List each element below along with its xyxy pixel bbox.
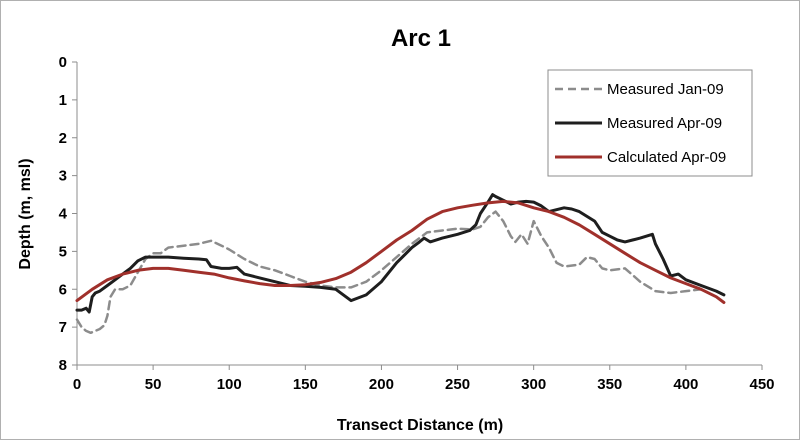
y-tick-label: 4 (59, 206, 68, 223)
x-tick-label: 250 (445, 376, 470, 393)
y-tick-label: 0 (59, 54, 67, 71)
y-tick-label: 2 (59, 130, 67, 147)
x-tick-label: 350 (597, 376, 622, 393)
x-tick-label: 0 (73, 376, 81, 393)
legend-label-calculated-apr-09: Calculated Apr-09 (607, 149, 726, 166)
x-axis-title: Transect Distance (m) (337, 417, 503, 434)
y-tick-label: 8 (59, 357, 67, 374)
y-axis-title: Depth (m, msl) (17, 158, 34, 269)
x-tick-label: 450 (749, 376, 774, 393)
y-tick-label: 3 (59, 168, 67, 185)
y-tick-label: 6 (59, 281, 67, 298)
legend-label-measured-jan-09: Measured Jan-09 (607, 81, 724, 98)
series-line-measured-jan-09 (75, 210, 726, 335)
y-tick-label: 1 (59, 92, 67, 109)
legend: Measured Jan-09 Measured Apr-09 Calculated… (547, 69, 753, 177)
series-line-measured-apr-09 (75, 193, 726, 314)
x-tick-label: 50 (145, 376, 162, 393)
x-tick-label: 400 (673, 376, 698, 393)
series-line-calculated-apr-09 (75, 199, 726, 304)
x-tick-label: 100 (217, 376, 242, 393)
x-tick-label: 200 (369, 376, 394, 393)
x-tick-label: 300 (521, 376, 546, 393)
x-tick-label: 150 (293, 376, 318, 393)
chart-title: Arc 1 (391, 25, 451, 52)
legend-label-measured-apr-09: Measured Apr-09 (607, 115, 722, 132)
y-tick-label: 7 (59, 319, 67, 336)
y-tick-label: 5 (59, 243, 67, 260)
